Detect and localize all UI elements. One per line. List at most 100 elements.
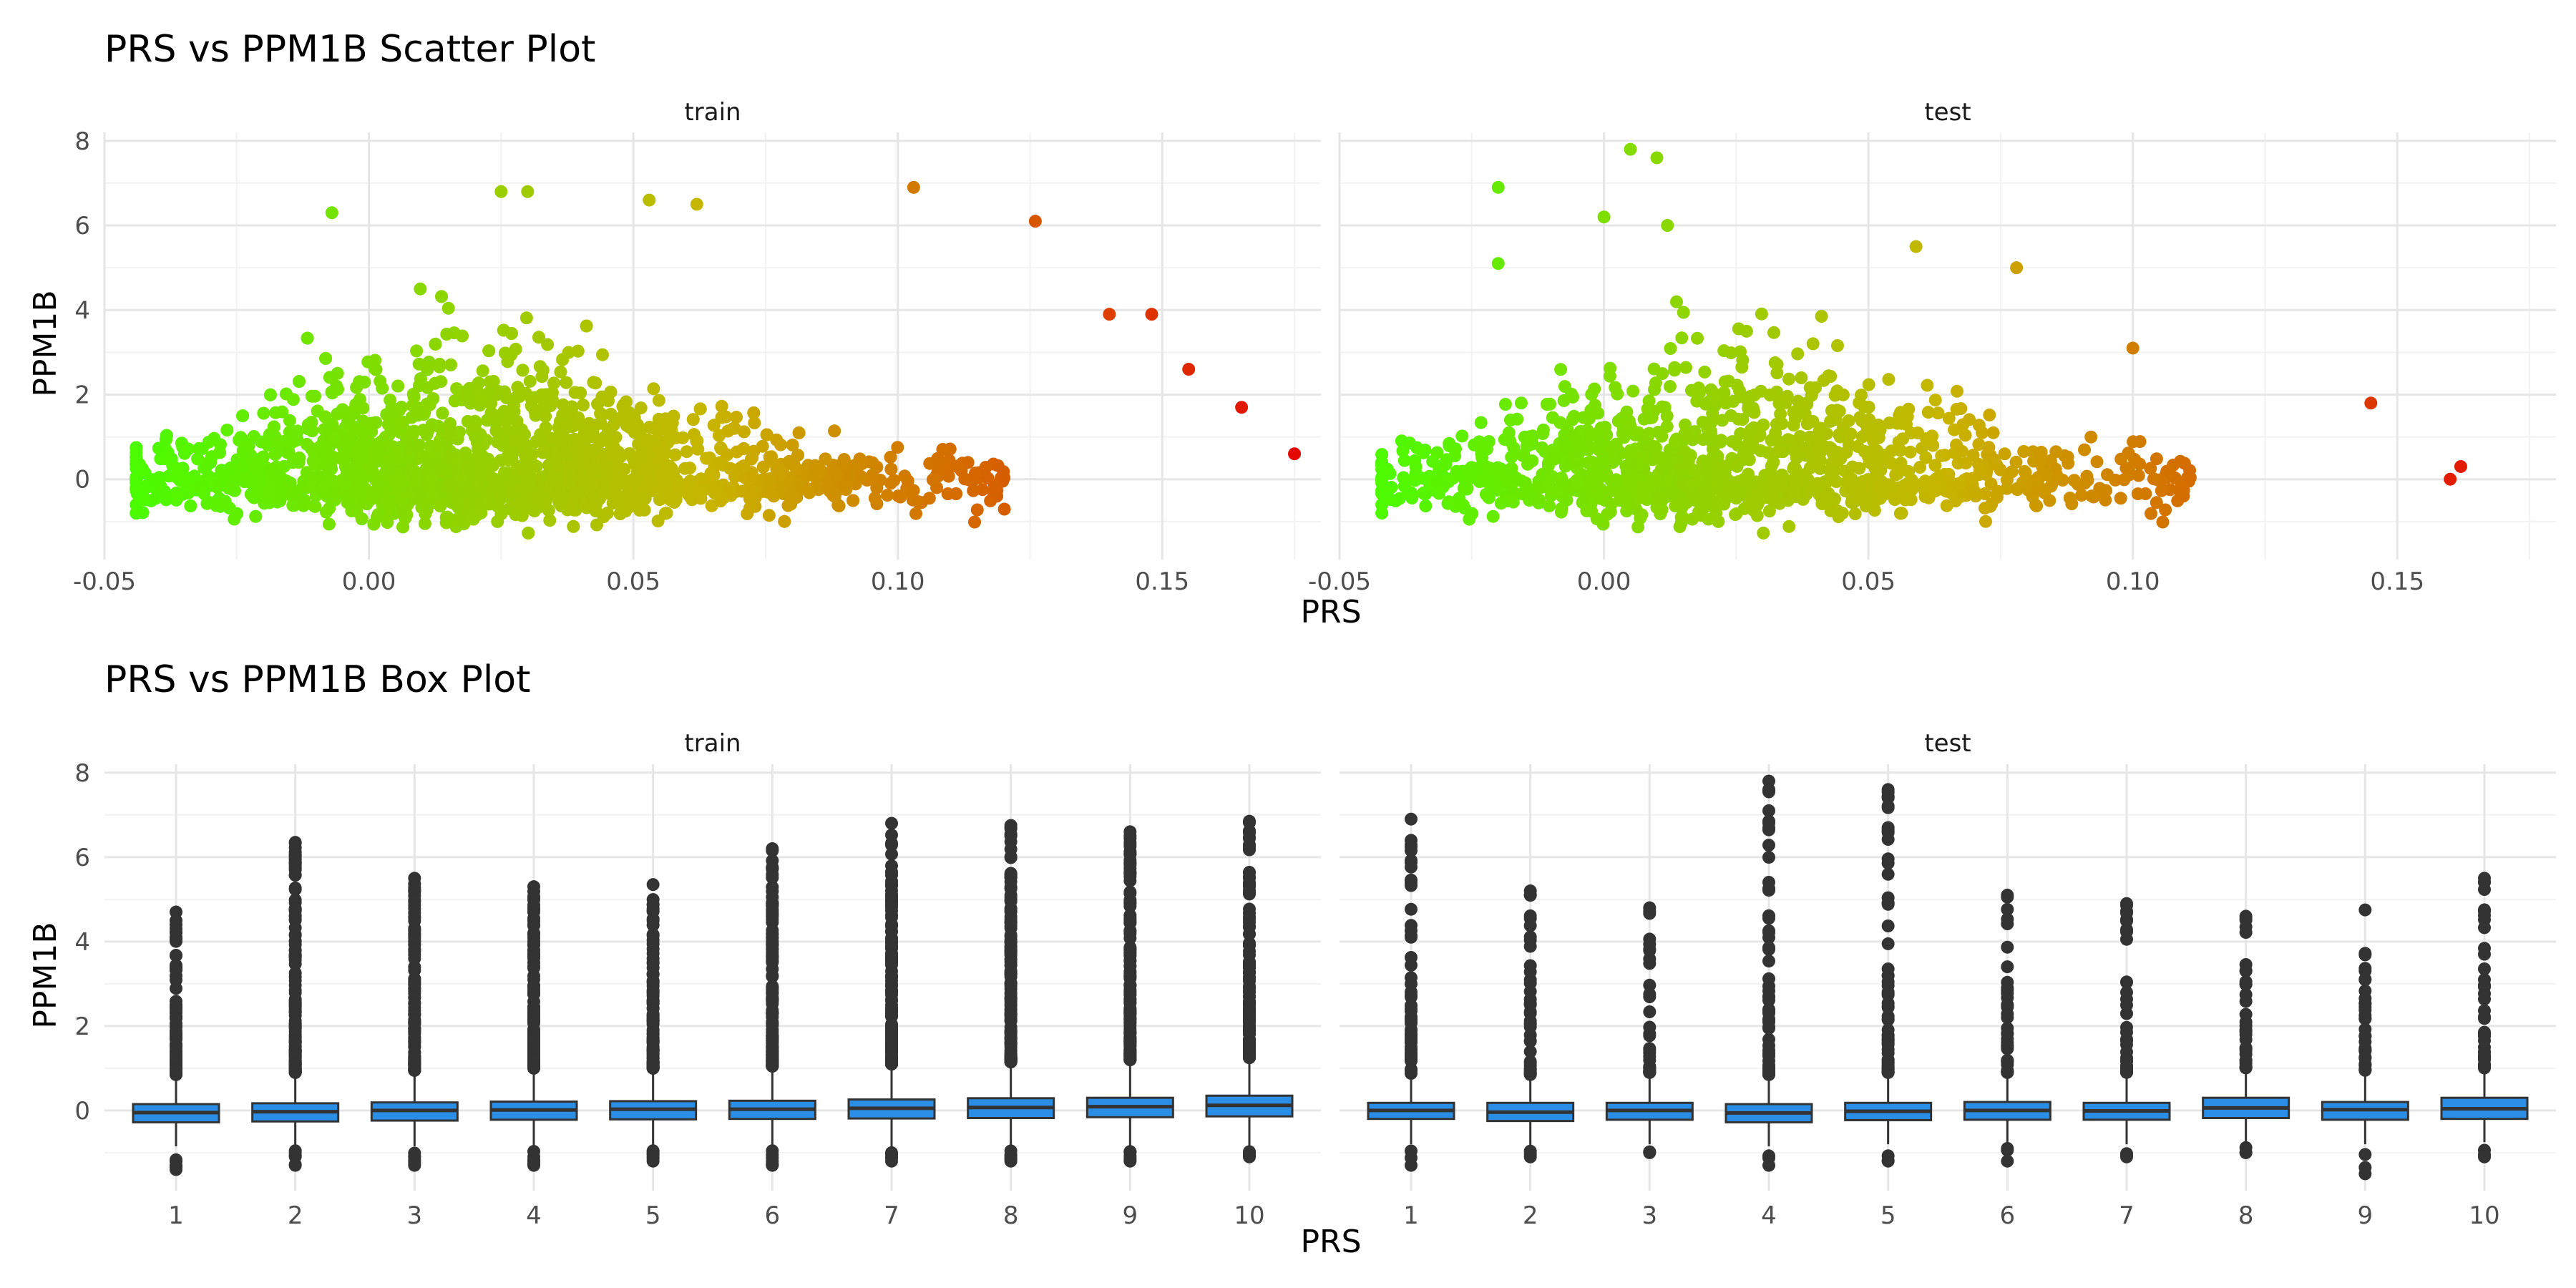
scatter-point	[218, 494, 232, 508]
scatter-point	[1581, 412, 1595, 426]
scatter-point	[396, 520, 410, 534]
scatter-point	[301, 422, 314, 435]
scatter-point	[1763, 389, 1777, 401]
box-outlier	[646, 902, 660, 915]
box-outlier	[646, 1043, 660, 1056]
scatter-point	[444, 358, 457, 371]
scatter-point	[1758, 469, 1772, 482]
scatter-point	[567, 519, 580, 533]
scatter-point	[1773, 444, 1787, 457]
scatter-point	[1926, 439, 1940, 452]
box-outlier	[766, 1047, 779, 1060]
scatter-point	[1902, 464, 1916, 478]
scatter-point	[1928, 394, 1942, 407]
scatter-point	[420, 397, 434, 411]
scatter-point	[200, 497, 214, 510]
scatter-point	[1863, 413, 1876, 426]
scatter-point	[356, 423, 369, 436]
scatter-point	[1572, 477, 1586, 491]
scatter-point	[1634, 456, 1648, 469]
scatter-point	[2126, 341, 2140, 355]
scatter-point	[728, 470, 742, 484]
box-outlier	[646, 1028, 660, 1040]
scatter-point	[1691, 386, 1704, 399]
box-outlier	[408, 1013, 421, 1026]
scatter-point	[1641, 402, 1654, 416]
scatter-point	[1742, 404, 1756, 417]
scatter-point	[556, 353, 570, 366]
scatter-point	[596, 348, 609, 361]
scatter-point	[1909, 240, 1923, 253]
scatter-point	[1566, 413, 1579, 426]
scatter-point	[884, 450, 897, 464]
scatter-point	[942, 469, 955, 483]
box-outlier	[170, 963, 182, 977]
scatter-point	[558, 444, 572, 457]
box-outlier	[885, 977, 898, 991]
scatter-point	[1624, 466, 1637, 479]
scatter-point	[373, 484, 386, 497]
scatter-point	[658, 507, 672, 520]
scatter-point	[1979, 502, 1991, 515]
scatter-point	[331, 407, 344, 421]
scatter-point	[2132, 469, 2145, 482]
scatter-point	[418, 517, 431, 530]
scatter-point	[382, 428, 396, 441]
scatter-point	[1795, 371, 1808, 384]
scatter-point	[678, 462, 692, 475]
scatter-point	[414, 282, 427, 296]
scatter-point	[1654, 507, 1667, 521]
scatter-point	[1862, 378, 1875, 391]
scatter-point	[283, 414, 296, 427]
scatter-point	[787, 458, 801, 472]
box-outlier	[885, 924, 898, 938]
scatter-point	[2010, 261, 2024, 275]
scatter-point	[353, 375, 366, 389]
box-outlier	[885, 847, 898, 861]
scatter-point	[1833, 428, 1846, 441]
scatter-point	[1732, 322, 1745, 336]
scatter-point	[255, 435, 268, 449]
scatter-point	[831, 498, 845, 512]
scatter-point	[1942, 467, 1956, 481]
scatter-point	[1878, 487, 1891, 501]
scatter-point	[708, 486, 722, 499]
scatter-point	[1426, 454, 1440, 468]
scatter-point	[1448, 449, 1461, 463]
scatter-point	[950, 487, 963, 500]
scatter-point	[565, 400, 579, 414]
scatter-point	[644, 478, 658, 492]
scatter-point	[1103, 308, 1116, 321]
scatter-point	[184, 499, 197, 512]
scatter-point	[1736, 413, 1750, 426]
box-outlier	[766, 1029, 779, 1043]
scatter-point	[375, 505, 389, 519]
scatter-point	[691, 442, 705, 456]
scatter-point	[535, 431, 548, 445]
scatter-point	[1959, 457, 1973, 470]
scatter-point	[434, 498, 447, 512]
box-grid	[104, 764, 2556, 1191]
scatter-point	[1926, 429, 1939, 443]
scatter-point	[172, 462, 185, 476]
scatter-point	[456, 329, 469, 343]
scatter-point	[533, 360, 547, 374]
scatter-point	[554, 365, 567, 379]
scatter-point	[2155, 484, 2168, 497]
scatter-point	[1853, 462, 1866, 475]
scatter-point	[601, 394, 615, 408]
scatter-point	[868, 492, 882, 504]
scatter-point	[640, 462, 654, 476]
scatter-point	[1679, 361, 1692, 374]
scatter-point	[1768, 356, 1782, 369]
scatter-point	[2444, 472, 2457, 486]
scatter-point	[516, 364, 530, 377]
scatter-point	[2139, 487, 2152, 500]
scatter-point	[456, 473, 469, 487]
scatter-point	[1486, 509, 1500, 523]
scatter-point	[355, 443, 369, 457]
scatter-point	[181, 472, 195, 485]
scatter-point	[308, 389, 321, 403]
scatter-point	[2117, 473, 2131, 487]
scatter-point	[2016, 476, 2029, 489]
